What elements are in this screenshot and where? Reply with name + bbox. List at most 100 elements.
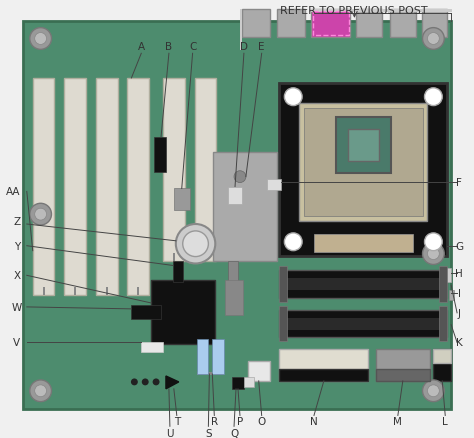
Circle shape	[425, 88, 442, 106]
Bar	[309, 10, 452, 13]
Bar	[280, 267, 287, 302]
Bar	[280, 350, 368, 381]
Text: M: M	[393, 417, 402, 427]
Bar	[390, 10, 416, 37]
Text: T: T	[173, 417, 180, 427]
Text: O: O	[257, 417, 266, 427]
Circle shape	[153, 378, 160, 385]
Bar	[163, 79, 185, 261]
Bar	[449, 290, 454, 300]
Bar	[197, 340, 209, 374]
Text: F: F	[456, 177, 462, 187]
Bar	[141, 343, 163, 353]
Bar	[197, 372, 224, 375]
Circle shape	[422, 243, 444, 265]
Bar	[280, 306, 287, 342]
Bar	[154, 138, 166, 172]
Bar	[313, 12, 348, 35]
Bar	[284, 318, 442, 330]
Bar	[304, 108, 422, 217]
Bar	[137, 287, 139, 295]
Circle shape	[428, 33, 439, 45]
Bar	[131, 305, 161, 319]
Bar	[194, 79, 216, 261]
Bar	[356, 10, 382, 37]
Circle shape	[142, 378, 149, 385]
Bar	[248, 361, 270, 381]
Text: U: U	[166, 428, 173, 438]
Bar	[439, 267, 447, 302]
Text: P: P	[237, 417, 243, 427]
Bar	[23, 21, 451, 409]
Bar	[232, 377, 244, 389]
Bar	[280, 310, 447, 338]
Circle shape	[422, 380, 444, 402]
Circle shape	[428, 248, 439, 260]
Bar	[244, 377, 254, 387]
Bar	[173, 261, 182, 283]
Circle shape	[234, 171, 246, 183]
Bar	[33, 79, 55, 295]
Text: Y: Y	[14, 241, 20, 251]
Text: H: H	[455, 269, 463, 279]
Bar	[446, 269, 451, 283]
Bar	[151, 281, 215, 345]
Bar	[43, 287, 45, 295]
Bar	[242, 10, 270, 37]
Text: B: B	[165, 42, 173, 52]
Text: L: L	[442, 417, 448, 427]
Circle shape	[30, 28, 52, 50]
Circle shape	[284, 233, 302, 251]
Bar	[347, 130, 379, 162]
Bar	[439, 306, 447, 342]
Circle shape	[176, 225, 215, 264]
Text: REFER TO PREVIOUS POST: REFER TO PREVIOUS POST	[280, 6, 427, 16]
Bar	[336, 118, 391, 173]
Bar	[266, 179, 282, 191]
Bar	[213, 152, 277, 261]
Circle shape	[35, 385, 46, 397]
Bar	[228, 187, 242, 205]
Text: K: K	[456, 338, 463, 348]
Bar	[128, 79, 149, 295]
Bar	[228, 261, 238, 286]
Circle shape	[35, 209, 46, 221]
Bar	[174, 189, 190, 211]
Circle shape	[35, 33, 46, 45]
Bar	[173, 253, 175, 261]
Circle shape	[182, 231, 209, 257]
Bar	[212, 340, 224, 374]
Text: Q: Q	[230, 428, 238, 438]
Bar	[433, 350, 451, 363]
Text: S: S	[205, 428, 212, 438]
Text: N: N	[310, 417, 318, 427]
Bar	[225, 281, 243, 315]
Text: D: D	[240, 42, 248, 52]
Text: E: E	[258, 42, 265, 52]
Polygon shape	[166, 376, 179, 389]
Bar	[311, 10, 350, 37]
Bar	[74, 287, 76, 295]
Text: X: X	[13, 271, 20, 281]
Circle shape	[30, 204, 52, 226]
Bar	[421, 10, 447, 37]
Bar	[106, 287, 108, 295]
Bar	[376, 350, 430, 381]
Text: W: W	[12, 302, 22, 312]
Text: G: G	[455, 241, 463, 251]
Text: Z: Z	[13, 216, 20, 226]
Bar	[376, 369, 430, 381]
Bar	[433, 350, 451, 381]
Text: I: I	[457, 289, 461, 298]
Bar	[299, 103, 428, 222]
Circle shape	[284, 88, 302, 106]
Bar	[280, 84, 447, 256]
Bar	[314, 234, 413, 252]
Circle shape	[422, 28, 444, 50]
Bar	[280, 369, 368, 381]
Text: V: V	[13, 338, 20, 348]
Circle shape	[30, 380, 52, 402]
Circle shape	[425, 233, 442, 251]
Text: J: J	[457, 308, 461, 318]
Bar	[280, 271, 447, 298]
